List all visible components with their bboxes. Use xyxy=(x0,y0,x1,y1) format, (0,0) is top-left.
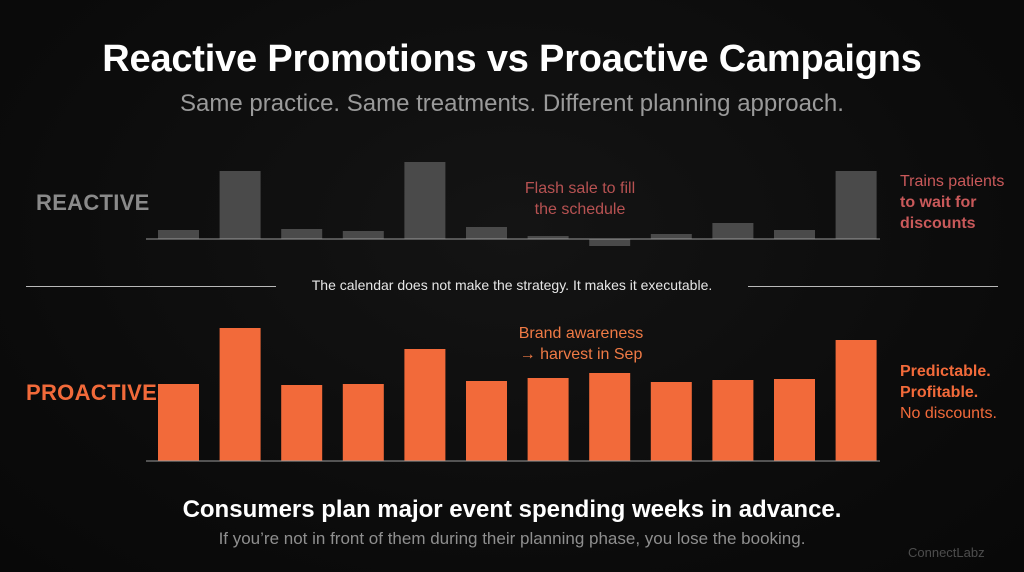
reactive-bar-1 xyxy=(158,230,199,239)
footer-subline: If you’re not in front of them during th… xyxy=(218,529,806,548)
proactive-annotation-line2: → harvest in Sep xyxy=(519,346,643,363)
proactive-bar-10 xyxy=(712,380,754,461)
reactive-bar-5 xyxy=(404,162,446,239)
proactive-bar-4 xyxy=(342,384,384,461)
proactive-bar-group xyxy=(158,328,877,461)
proactive-side-note: Predictable. Profitable. No discounts. xyxy=(900,361,997,424)
proactive-bar-11 xyxy=(774,379,815,461)
proactive-row-label: PROACTIVE xyxy=(26,380,158,405)
proactive-note-line2: Profitable. xyxy=(900,384,979,401)
proactive-bar-5 xyxy=(404,349,446,461)
divider-line-right xyxy=(748,286,998,287)
reactive-side-note: Trains patients to wait for discounts xyxy=(900,171,1004,234)
reactive-bar-11 xyxy=(774,230,815,239)
reactive-annotation-line2: the schedule xyxy=(534,201,626,218)
divider-caption: The calendar does not make the strategy.… xyxy=(311,277,713,293)
reactive-bar-9 xyxy=(650,234,692,239)
reactive-bar-group xyxy=(158,162,877,246)
reactive-bar-7 xyxy=(527,236,569,239)
reactive-bar-8 xyxy=(589,239,631,246)
proactive-bar-9 xyxy=(650,382,692,461)
reactive-row-label: REACTIVE xyxy=(36,190,150,215)
reactive-bar-12 xyxy=(835,171,877,239)
proactive-bar-1 xyxy=(158,384,199,461)
proactive-bar-6 xyxy=(466,381,507,461)
reactive-note-line1: Trains patients xyxy=(900,173,1005,190)
page-subtitle: Same practice. Same treatments. Differen… xyxy=(180,90,844,117)
page-title: Reactive Promotions vs Proactive Campaig… xyxy=(102,38,922,80)
reactive-annotation: Flash sale to fill the schedule xyxy=(500,178,660,220)
proactive-note-line1: Predictable. xyxy=(900,363,991,380)
proactive-annotation-line1: Brand awareness xyxy=(518,325,644,342)
proactive-bar-8 xyxy=(589,373,631,461)
proactive-bar-12 xyxy=(835,340,877,461)
reactive-bar-10 xyxy=(712,223,754,239)
reactive-bar-6 xyxy=(466,227,507,239)
footer-headline: Consumers plan major event spending week… xyxy=(182,496,842,523)
proactive-annotation: Brand awareness → harvest in Sep xyxy=(496,323,666,365)
reactive-bar-4 xyxy=(342,231,384,239)
reactive-annotation-line1: Flash sale to fill xyxy=(524,180,636,197)
proactive-bar-2 xyxy=(219,328,261,461)
proactive-note-line3: No discounts. xyxy=(900,405,997,422)
reactive-note-line3: discounts xyxy=(900,215,976,232)
divider-line-left xyxy=(26,286,276,287)
proactive-bar-3 xyxy=(281,385,323,461)
proactive-bar-7 xyxy=(527,378,569,461)
reactive-bar-2 xyxy=(219,171,261,239)
reactive-note-line2: to wait for xyxy=(900,194,977,211)
reactive-bar-3 xyxy=(281,229,323,239)
brand-watermark: ConnectLabz xyxy=(908,545,985,560)
